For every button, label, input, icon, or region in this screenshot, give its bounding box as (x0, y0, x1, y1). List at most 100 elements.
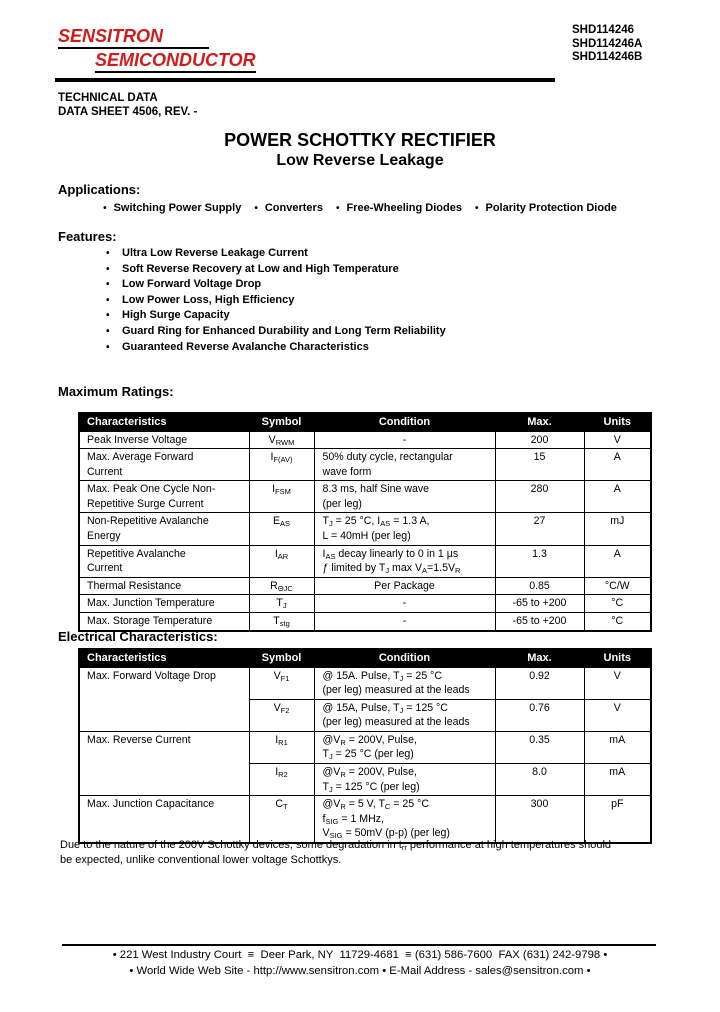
page-subtitle: Low Reverse Leakage (276, 152, 444, 169)
cell-symbol: RΘJC (248, 576, 315, 596)
column-header: Max. (494, 412, 585, 432)
cell-symbol: IR2 (248, 763, 315, 797)
cell-condition: - (313, 612, 496, 632)
cell-symbol: VF1 (248, 666, 315, 700)
cell-max: 0.76 (494, 698, 585, 732)
table-row: Max. Storage Temperature Tstg - -65 to +200… (78, 612, 652, 632)
cell-condition: 50% duty cycle, rectangular wave form (313, 448, 496, 482)
cell-units: °C (583, 612, 652, 632)
table-row: Max. Average Forward Current IF(AV) 50% du… (78, 448, 652, 482)
cell-characteristic: Thermal Resistance (78, 576, 250, 596)
column-header: Symbol (248, 648, 315, 668)
list-item: • Low Power Loss, High Efficiency (106, 293, 446, 309)
column-header: Condition (313, 648, 496, 668)
cell-condition: TJ = 25 °C, IAS = 1.3 A, L = 40mH (per l… (313, 512, 496, 546)
cell-max: 15 (494, 448, 585, 482)
page-title: POWER SCHOTTKY RECTIFIER (224, 130, 496, 150)
cell-condition: 8.3 ms, half Sine wave (per leg) (313, 480, 496, 514)
column-header: Characteristics (78, 648, 250, 668)
doc-info: TECHNICAL DATA DATA SHEET 4506, REV. - (58, 92, 197, 119)
cell-characteristic: Max. Average Forward Current (78, 448, 250, 482)
application-item: Switching Power Supply (113, 202, 242, 214)
cell-max: 300 (494, 795, 585, 844)
list-item: • Guard Ring for Enhanced Durability and … (106, 324, 446, 340)
cell-units: V (583, 666, 652, 700)
company-logo: SENSITRON SEMICONDUCTOR (58, 26, 256, 73)
features-list: • Ultra Low Reverse Leakage Current • Soft … (106, 246, 446, 355)
list-item: • Soft Reverse Recovery at Low and High T… (106, 262, 446, 278)
cell-units: mA (583, 730, 652, 765)
bullet-icon: • (474, 203, 479, 214)
cell-units: °C/W (583, 576, 652, 596)
electrical-characteristics-table: Characteristics Symbol Condition Max. Units M… (78, 648, 652, 845)
cell-max: 8.0 (494, 763, 585, 797)
cell-condition: @VR = 5 V, TC = 25 °C fSIG = 1 MHz, VSIG… (313, 795, 496, 844)
cell-units: V (583, 698, 652, 732)
feature-text: High Surge Capacity (122, 309, 230, 322)
cell-units: V (583, 430, 652, 450)
cell-symbol: TJ (248, 594, 315, 614)
cell-units: mA (583, 763, 652, 797)
bullet-icon: • (106, 341, 110, 353)
feature-text: Guard Ring for Enhanced Durability and L… (122, 324, 446, 337)
cell-symbol: VF2 (248, 698, 315, 732)
applications-heading: Applications: (58, 182, 141, 197)
footer-address-line: • 221 West Industry Court ≡ Deer Park, N… (112, 949, 608, 961)
cell-condition: - (313, 430, 496, 450)
table-row: Max. Forward Voltage Drop VF1 @ 15A. Pulse… (78, 666, 652, 732)
column-header: Max. (494, 648, 585, 668)
column-header: Characteristics (78, 412, 250, 432)
maximum-ratings-heading: Maximum Ratings: (58, 384, 174, 399)
cell-symbol: CT (248, 795, 315, 844)
cell-units: A (583, 480, 652, 514)
feature-text: Ultra Low Reverse Leakage Current (122, 247, 308, 259)
electrical-characteristics-heading: Electrical Characteristics: (58, 629, 218, 644)
cell-units: A (583, 544, 652, 578)
footer-rule (62, 944, 656, 946)
cell-symbol: VRWM (248, 430, 315, 450)
cell-characteristic: Max. Junction Temperature (78, 594, 250, 614)
cell-condition: @VR = 200V, Pulse, TJ = 25 °C (per leg) (313, 730, 496, 765)
cell-characteristic: Max. Forward Voltage Drop (78, 666, 250, 732)
feature-text: Soft Reverse Recovery at Low and High Te… (122, 262, 399, 275)
table-row: VF2 @ 15A, Pulse, TJ = 125 °C (per leg) m… (79, 698, 652, 732)
cell-max: 1.3 (494, 544, 585, 578)
application-item: Free-Wheeling Diodes (346, 202, 462, 214)
application-item: Polarity Protection Diode (485, 202, 617, 214)
applications-list: • Switching Power Supply • Converters • Free-… (0, 202, 720, 214)
cell-characteristic: Repetitive Avalanche Current (78, 544, 250, 578)
cell-symbol: IFSM (248, 480, 315, 514)
cell-condition: @ 15A, Pulse, TJ = 125 °C (per leg) meas… (313, 698, 496, 732)
cell-max: 0.92 (494, 666, 585, 700)
column-header: Units (583, 412, 652, 432)
cell-condition: IAS decay linearly to 0 in 1 µs ƒ limite… (313, 544, 496, 578)
table-row: Thermal Resistance RΘJC Per Package 0.85 °C/… (78, 576, 652, 596)
doc-type: TECHNICAL DATA (58, 92, 158, 104)
list-item: • Guaranteed Reverse Avalanche Characteri… (106, 340, 446, 356)
cell-characteristic: Max. Peak One Cycle Non- Repetitive Surg… (78, 480, 250, 514)
table-row: Non-Repetitive Avalanche Energy EAS TJ = 2… (78, 512, 652, 546)
cell-characteristic: Peak Inverse Voltage (78, 430, 250, 450)
cell-units: A (583, 448, 652, 482)
table-row: Max. Junction Capacitance CT @VR = 5 V, TC… (78, 795, 652, 844)
cell-symbol: EAS (248, 512, 315, 546)
part-number-list: SHD114246 SHD114246A SHD114246B (572, 24, 642, 65)
brand-subname: SEMICONDUCTOR (95, 50, 256, 73)
bullet-icon: • (254, 203, 258, 214)
table-header-row: Characteristics Symbol Condition Max. Units (78, 412, 652, 432)
features-heading: Features: (58, 229, 117, 244)
cell-characteristic: Max. Storage Temperature (78, 612, 250, 632)
bullet-icon: • (103, 203, 107, 214)
cell-characteristic: Non-Repetitive Avalanche Energy (78, 512, 250, 546)
feature-text: Low Forward Voltage Drop (122, 278, 262, 291)
cell-symbol: IR1 (248, 730, 315, 765)
list-item: • High Surge Capacity (106, 308, 446, 324)
feature-text: Guaranteed Reverse Avalanche Characteris… (122, 340, 369, 353)
cell-units: °C (583, 594, 652, 614)
table-header-row: Characteristics Symbol Condition Max. Units (78, 648, 652, 668)
column-header: Symbol (248, 412, 315, 432)
feature-text: Low Power Loss, High Efficiency (122, 293, 295, 306)
part-number: SHD114246 (572, 24, 635, 36)
list-item: • Low Forward Voltage Drop (106, 277, 446, 293)
cell-condition: @ 15A. Pulse, TJ = 25 °C (per leg) measu… (313, 666, 496, 700)
